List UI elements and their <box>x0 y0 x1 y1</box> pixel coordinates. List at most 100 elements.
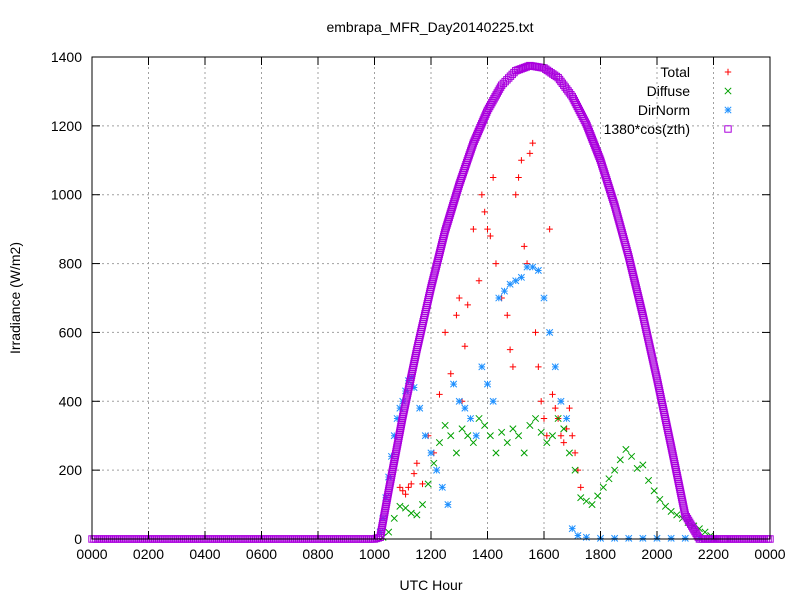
data-point <box>531 414 540 423</box>
legend-marker <box>724 68 732 76</box>
data-point <box>438 483 446 491</box>
x-tick-label: 1400 <box>472 546 503 562</box>
data-point <box>481 421 489 429</box>
data-point <box>489 397 497 405</box>
data-point <box>543 439 551 447</box>
data-point <box>390 432 398 440</box>
data-point <box>475 125 483 134</box>
data-point <box>509 363 517 371</box>
data-point <box>608 193 616 201</box>
data-point <box>413 460 421 467</box>
data-point <box>598 160 606 168</box>
data-point <box>597 158 605 166</box>
data-point <box>532 329 539 336</box>
data-point <box>599 166 608 174</box>
data-point <box>452 192 460 200</box>
data-point <box>529 263 537 271</box>
data-point <box>492 260 500 267</box>
data-point <box>701 528 709 536</box>
data-point <box>571 466 579 474</box>
y-axis-label: Irradiance (W/m2) <box>7 242 23 354</box>
data-point <box>472 133 480 141</box>
data-point <box>506 346 514 353</box>
y-tick-label: 1400 <box>51 49 82 65</box>
data-point <box>603 177 611 186</box>
data-point <box>441 421 449 429</box>
data-point <box>408 480 415 488</box>
data-point <box>633 464 641 472</box>
data-point <box>450 196 459 204</box>
legend-label: Total <box>660 64 690 80</box>
data-point <box>478 363 486 371</box>
data-point <box>650 487 658 495</box>
data-point <box>661 502 670 510</box>
data-point <box>396 502 404 510</box>
data-point <box>693 531 701 539</box>
x-tick-label: 2000 <box>641 546 672 562</box>
data-point <box>454 182 463 191</box>
data-point <box>534 266 542 275</box>
data-point <box>447 370 454 377</box>
data-point <box>590 139 598 147</box>
x-tick-label: 0600 <box>246 546 277 562</box>
data-point <box>526 150 534 157</box>
x-tick-label: 0000 <box>76 546 107 562</box>
data-point <box>520 449 528 457</box>
data-point <box>489 174 497 181</box>
data-point <box>455 397 463 405</box>
data-point <box>416 404 424 412</box>
data-point <box>560 425 568 433</box>
legend-label: Diffuse <box>647 83 691 99</box>
data-point <box>468 143 476 151</box>
data-point <box>441 329 449 336</box>
data-point <box>454 184 462 192</box>
data-point <box>473 129 482 138</box>
data-point <box>512 277 520 285</box>
data-point <box>402 491 409 498</box>
data-point <box>495 85 504 93</box>
data-point <box>582 533 590 541</box>
data-point <box>529 139 536 147</box>
legend-marker <box>724 87 732 95</box>
data-point <box>479 116 488 124</box>
data-point <box>421 432 429 440</box>
x-tick-label: 0000 <box>754 546 785 562</box>
data-point <box>605 183 613 192</box>
data-point <box>557 432 565 439</box>
data-point <box>402 504 410 512</box>
x-tick-label: 1600 <box>528 546 559 562</box>
data-point <box>509 425 517 433</box>
data-point <box>584 124 592 132</box>
data-point <box>464 301 471 309</box>
data-point <box>453 188 461 196</box>
legend-label: DirNorm <box>638 102 690 118</box>
data-point <box>469 139 478 147</box>
data-point <box>481 208 488 216</box>
data-point <box>587 131 595 140</box>
data-point <box>442 223 451 231</box>
data-point <box>480 114 488 122</box>
data-point <box>546 225 553 233</box>
data-point <box>594 150 602 159</box>
data-point <box>537 428 545 436</box>
data-point <box>442 225 450 233</box>
data-point <box>475 277 483 284</box>
data-point <box>581 118 590 126</box>
data-point <box>609 197 618 205</box>
data-point <box>571 449 579 457</box>
data-point <box>495 294 503 302</box>
data-point <box>592 145 600 153</box>
data-point <box>622 445 630 454</box>
data-point <box>656 495 664 503</box>
data-point <box>518 157 525 164</box>
data-point <box>611 466 619 474</box>
data-point <box>393 414 401 423</box>
data-point <box>681 534 689 542</box>
data-point <box>552 404 559 412</box>
data-point <box>450 198 458 206</box>
data-point <box>566 404 573 412</box>
data-point <box>450 380 458 388</box>
data-point <box>584 126 593 134</box>
data-point <box>639 534 647 542</box>
